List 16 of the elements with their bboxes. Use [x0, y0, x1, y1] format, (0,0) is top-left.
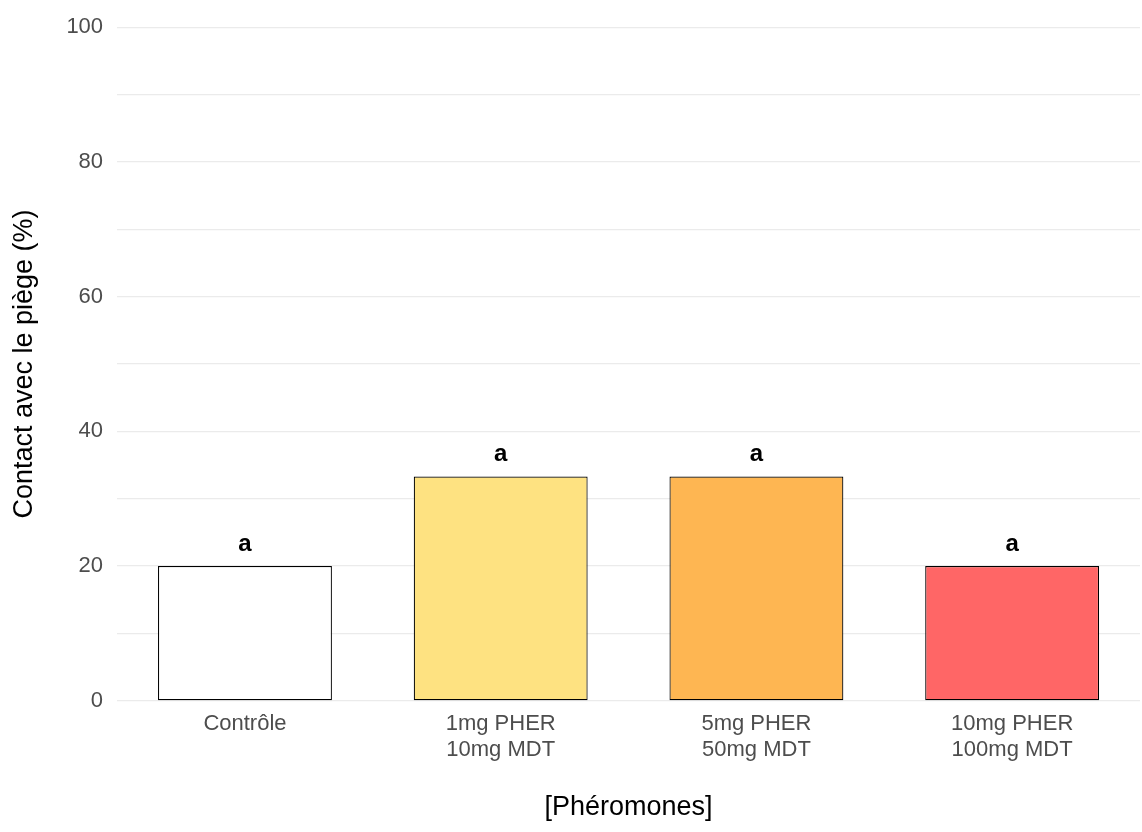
annotation: a: [749, 439, 764, 467]
annotation: a: [1005, 528, 1020, 556]
y-tick-label: 60: [78, 282, 104, 308]
x-axis-title: [Phéromones]: [544, 791, 713, 822]
x-tick-label: Contrôle: [203, 710, 287, 736]
annotation: a: [494, 439, 509, 467]
x-tick-label: 1mg PHER 10mg MDT: [445, 710, 556, 762]
y-tick-label: 0: [90, 686, 104, 712]
y-axis-title: Contact avec le piège (%): [7, 209, 38, 519]
y-tick-label: 40: [78, 417, 104, 443]
y-tick-label: 100: [66, 13, 104, 39]
y-tick-label: 20: [78, 552, 104, 578]
x-tick-label: 5mg PHER 50mg MDT: [701, 710, 812, 762]
annotation: a: [238, 528, 253, 556]
x-tick-label: 10mg PHER 100mg MDT: [951, 710, 1074, 762]
y-tick-label: 80: [78, 147, 104, 173]
